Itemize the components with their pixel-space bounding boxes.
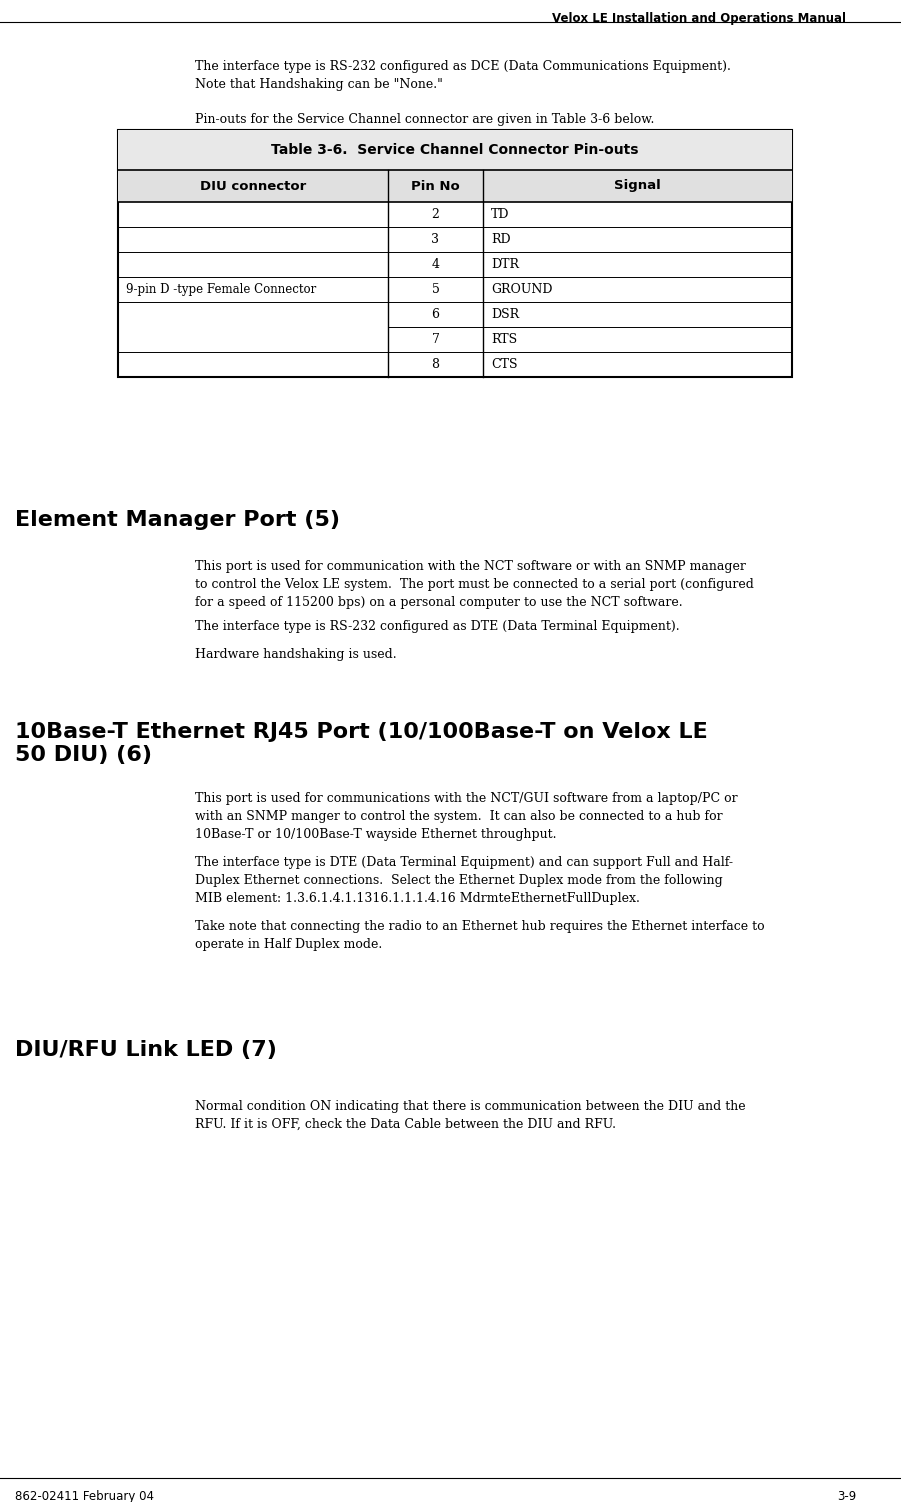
Text: 2: 2 (432, 207, 440, 221)
Text: 6: 6 (432, 308, 440, 321)
Text: 7: 7 (432, 333, 440, 345)
Text: 4: 4 (432, 258, 440, 270)
Text: RTS: RTS (491, 333, 517, 345)
Text: Element Manager Port (5): Element Manager Port (5) (15, 511, 340, 530)
Text: DIU connector: DIU connector (200, 180, 306, 192)
Text: RD: RD (491, 233, 511, 246)
Text: 3: 3 (432, 233, 440, 246)
Text: This port is used for communication with the NCT software or with an SNMP manage: This port is used for communication with… (195, 560, 754, 608)
Text: Pin No: Pin No (411, 180, 460, 192)
Text: 10Base-T Ethernet RJ45 Port (10/100Base-T on Velox LE
50 DIU) (6): 10Base-T Ethernet RJ45 Port (10/100Base-… (15, 722, 708, 765)
Text: DTR: DTR (491, 258, 519, 270)
Text: DIU/RFU Link LED (7): DIU/RFU Link LED (7) (15, 1039, 277, 1060)
Text: This port is used for communications with the NCT/GUI software from a laptop/PC : This port is used for communications wit… (195, 792, 738, 841)
Bar (118, 131, 792, 377)
Text: The interface type is DTE (Data Terminal Equipment) and can support Full and Hal: The interface type is DTE (Data Terminal… (195, 856, 733, 906)
Text: DSR: DSR (491, 308, 519, 321)
Text: Pin-outs for the Service Channel connector are given in Table 3-6 below.: Pin-outs for the Service Channel connect… (195, 113, 654, 126)
Bar (118, 170, 792, 201)
Text: Signal: Signal (614, 180, 660, 192)
Text: 8: 8 (432, 357, 440, 371)
Text: 5: 5 (432, 282, 440, 296)
Text: Hardware handshaking is used.: Hardware handshaking is used. (195, 647, 396, 661)
Text: 3-9: 3-9 (837, 1490, 856, 1502)
Text: 9-pin D -type Female Connector: 9-pin D -type Female Connector (126, 282, 316, 296)
Text: Normal condition ON indicating that there is communication between the DIU and t: Normal condition ON indicating that ther… (195, 1099, 746, 1131)
Text: GROUND: GROUND (491, 282, 552, 296)
Bar (118, 131, 792, 170)
Text: Velox LE Installation and Operations Manual: Velox LE Installation and Operations Man… (552, 12, 846, 26)
Text: The interface type is RS-232 configured as DCE (Data Communications Equipment).
: The interface type is RS-232 configured … (195, 60, 731, 92)
Text: The interface type is RS-232 configured as DTE (Data Terminal Equipment).: The interface type is RS-232 configured … (195, 620, 679, 632)
Text: Take note that connecting the radio to an Ethernet hub requires the Ethernet int: Take note that connecting the radio to a… (195, 921, 765, 951)
Text: Table 3-6.  Service Channel Connector Pin-outs: Table 3-6. Service Channel Connector Pin… (271, 143, 639, 158)
Text: TD: TD (491, 207, 509, 221)
Text: CTS: CTS (491, 357, 517, 371)
Text: 862-02411 February 04: 862-02411 February 04 (15, 1490, 154, 1502)
